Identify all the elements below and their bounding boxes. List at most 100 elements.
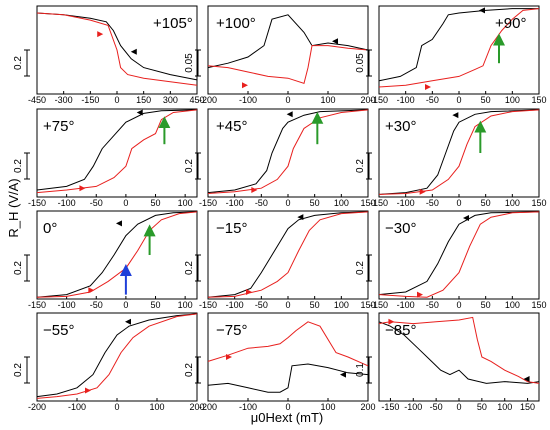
x-tick-label: 50 bbox=[310, 198, 320, 208]
sweep-up-arrow-icon bbox=[388, 318, 395, 325]
panel-1: 0.2 -450 -300 -150 0 150 300 450 +105° bbox=[13, 5, 205, 105]
panel-6: 0.2 -150 -100 -50 0 50 100 150 +30° bbox=[355, 108, 547, 208]
x-tick-label: -150 bbox=[370, 198, 388, 208]
panel-10: 0.2 -200 -100 0 100 200 −55° bbox=[13, 312, 205, 412]
x-tick-label: -100 bbox=[397, 95, 415, 105]
x-tick-label: -50 bbox=[430, 402, 443, 412]
x-tick-label: -50 bbox=[255, 300, 268, 310]
panel-7: 0.2 -150 -100 -50 0 50 100 0° bbox=[13, 210, 198, 310]
series-black-line bbox=[207, 14, 369, 69]
series-black-line bbox=[36, 12, 198, 81]
x-tick-label: -50 bbox=[90, 198, 103, 208]
sweep-up-arrow-icon bbox=[242, 82, 248, 89]
x-tick-label: 150 bbox=[136, 95, 151, 105]
x-tick-label: -100 bbox=[58, 300, 76, 310]
scale-bar-label: 0.1 bbox=[355, 363, 366, 377]
x-tick-label: -200 bbox=[199, 402, 217, 412]
panel-2: 0.05 -200 -100 0 100 200 +100° bbox=[184, 5, 376, 105]
x-tick-label: 50 bbox=[481, 95, 491, 105]
sweep-down-arrow-icon bbox=[125, 318, 131, 325]
panels-group: 0.2 -450 -300 -150 0 150 300 450 +105° 0.05 -200 -1… bbox=[13, 5, 547, 412]
x-tick-label: 0 bbox=[285, 95, 290, 105]
x-tick-label: 100 bbox=[178, 300, 193, 310]
x-tick-label: -200 bbox=[28, 402, 46, 412]
series-red-line bbox=[378, 8, 540, 88]
x-tick-label: 0 bbox=[114, 402, 119, 412]
sweep-up-arrow-icon bbox=[419, 188, 426, 195]
panel-12: 0.1 -150 -100 -50 0 50 100 150 −85° bbox=[355, 312, 540, 412]
sweep-up-arrow-icon bbox=[226, 354, 232, 360]
x-tick-label: 100 bbox=[505, 198, 520, 208]
series-red-line bbox=[378, 109, 540, 195]
scale-bar-label: 0.2 bbox=[13, 56, 24, 70]
angle-label: +100° bbox=[216, 15, 256, 32]
y-axis-label: R_H (V/A) bbox=[6, 178, 21, 237]
x-tick-label: -50 bbox=[255, 198, 268, 208]
panel-9: 0.2 -150 -100 -50 0 50 100 150 −30° bbox=[355, 210, 547, 310]
x-tick-label: 0 bbox=[114, 95, 119, 105]
angle-label: −55° bbox=[43, 322, 74, 339]
x-tick-label: 0 bbox=[285, 300, 290, 310]
x-tick-label: -100 bbox=[226, 198, 244, 208]
x-tick-label: 50 bbox=[151, 198, 161, 208]
x-tick-label: 150 bbox=[360, 300, 375, 310]
sweep-up-arrow-icon bbox=[246, 288, 252, 295]
series-red-line bbox=[207, 45, 369, 85]
x-tick-label: 200 bbox=[360, 95, 375, 105]
sweep-up-arrow-icon bbox=[251, 186, 258, 193]
angle-label: +105° bbox=[153, 15, 193, 32]
x-tick-label: 100 bbox=[178, 198, 193, 208]
x-tick-label: 200 bbox=[360, 402, 375, 412]
x-tick-label: 150 bbox=[531, 300, 546, 310]
sweep-down-arrow-icon bbox=[297, 214, 304, 221]
scale-bar-label: 0.05 bbox=[355, 53, 366, 73]
sweep-up-arrow-icon bbox=[425, 83, 431, 90]
scale-bar-label: 0.05 bbox=[184, 53, 195, 73]
x-tick-label: -150 bbox=[381, 402, 399, 412]
x-tick-label: 50 bbox=[477, 402, 487, 412]
x-tick-label: -50 bbox=[426, 300, 439, 310]
sweep-down-arrow-icon bbox=[452, 112, 459, 119]
angle-label: 0° bbox=[43, 220, 57, 237]
sweep-up-arrow-icon bbox=[88, 287, 95, 294]
x-tick-label: 50 bbox=[151, 300, 161, 310]
series-black-line bbox=[378, 211, 540, 296]
sweep-down-arrow-icon bbox=[130, 48, 137, 55]
series-red-line bbox=[36, 12, 198, 86]
sweep-up-arrow-icon bbox=[79, 185, 86, 192]
series-black-line bbox=[378, 109, 540, 195]
x-tick-label: 150 bbox=[520, 402, 535, 412]
angle-label: −75° bbox=[216, 322, 247, 339]
angle-label: +45° bbox=[216, 118, 247, 135]
series-red-line bbox=[207, 321, 369, 367]
x-tick-label: -100 bbox=[226, 300, 244, 310]
x-tick-label: 0 bbox=[123, 300, 128, 310]
scale-bar-label: 0.2 bbox=[184, 159, 195, 173]
angle-label: −30° bbox=[385, 220, 416, 237]
sweep-up-arrow-icon bbox=[417, 291, 423, 298]
x-tick-label: 450 bbox=[189, 95, 204, 105]
sweep-down-arrow-icon bbox=[463, 215, 469, 222]
sweep-down-arrow-icon bbox=[286, 111, 293, 118]
series-black-line bbox=[378, 8, 539, 82]
x-tick-label: 0 bbox=[285, 402, 290, 412]
series-black-line bbox=[36, 109, 198, 191]
x-tick-label: 200 bbox=[189, 402, 204, 412]
x-tick-label: 100 bbox=[334, 300, 349, 310]
x-tick-label: 0 bbox=[456, 300, 461, 310]
x-tick-label: 100 bbox=[320, 402, 335, 412]
series-black-line bbox=[207, 363, 369, 393]
sweep-up-arrow-icon bbox=[85, 387, 91, 394]
x-tick-label: 0 bbox=[285, 198, 290, 208]
panel-3: 0.05 -150 -100 -50 0 50 100 150 +90° bbox=[355, 5, 547, 105]
x-tick-label: 100 bbox=[505, 95, 520, 105]
x-tick-label: -150 bbox=[370, 95, 388, 105]
scale-bar-label: 0.2 bbox=[13, 159, 24, 173]
x-tick-label: -100 bbox=[239, 95, 257, 105]
scale-bar-label: 0.2 bbox=[355, 261, 366, 275]
series-red-line bbox=[36, 313, 198, 399]
series-black-line bbox=[36, 211, 198, 298]
x-tick-label: 100 bbox=[505, 300, 520, 310]
series-black-line bbox=[36, 313, 198, 398]
